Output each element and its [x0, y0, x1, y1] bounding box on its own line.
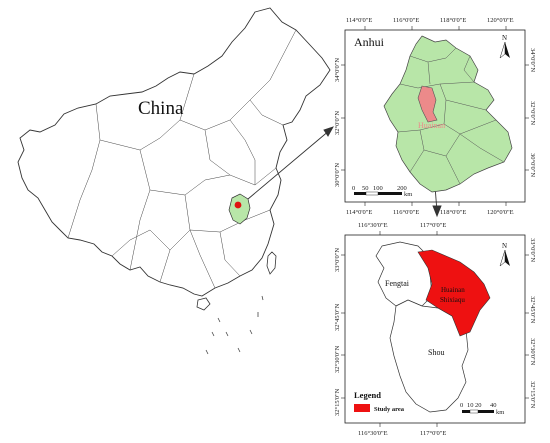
study-left-tick-2: 32°30'0"N: [334, 345, 341, 373]
huainan-label-line2: Shixiaqu: [440, 296, 465, 304]
study-top-tick-0: 116°30'0"E: [358, 222, 388, 229]
study-tick-marks: [341, 231, 529, 427]
anhui-bottom-tick-2: 118°0'0"E: [440, 209, 466, 216]
study-left-tick-3: 32°15'0"N: [334, 388, 341, 416]
anhui-province: [383, 35, 513, 193]
anhui-frame: [344, 29, 526, 203]
study-frame: [344, 234, 526, 424]
study-left-tick-0: 33°0'0"N: [334, 248, 341, 272]
anhui-top-tick-3: 120°0'0"E: [487, 17, 514, 24]
anhui-city-label: Huainan: [418, 121, 445, 130]
study-north-arrow: N: [499, 242, 510, 267]
svg-text:200: 200: [397, 185, 407, 192]
svg-text:0: 0: [460, 402, 463, 409]
south-china-sea-dashes: [205, 295, 264, 355]
study-scale-bar: 0 10 20 40 km: [460, 402, 504, 416]
anhui-bottom-tick-0: 114°0'0"E: [346, 209, 372, 216]
anhui-bottom-tick-3: 120°0'0"E: [487, 209, 514, 216]
study-right-tick-0: 33°0'0"N: [529, 238, 536, 262]
huainan-label-line1: Huainan: [441, 286, 465, 294]
anhui-inset: 114°0'0"E 116°0'0"E 118°0'0"E 120°0'0"E …: [334, 17, 536, 216]
hainan-island: [196, 297, 211, 311]
anhui-top-tick-0: 114°0'0"E: [346, 17, 372, 24]
anhui-bottom-tick-1: 116°0'0"E: [393, 209, 419, 216]
study-bottom-tick-0: 116°30'0"E: [358, 430, 388, 437]
anhui-city-lines: [397, 47, 505, 185]
shou-label: Shou: [428, 348, 444, 357]
fengtai-label: Fengtai: [385, 279, 410, 288]
study-left-tick-1: 32°45'0"N: [334, 303, 341, 331]
anhui-left-tick-2: 30°0'0"N: [334, 163, 341, 187]
svg-text:10: 10: [467, 402, 474, 409]
study-top-tick-1: 117°0'0"E: [420, 222, 446, 229]
svg-text:N: N: [502, 242, 507, 250]
china-province-lines: [67, 29, 297, 289]
anhui-in-china: [228, 193, 251, 225]
anhui-title: Anhui: [354, 35, 385, 49]
taiwan-island: [266, 251, 277, 275]
legend-swatch: [354, 404, 370, 412]
anhui-north-arrow: N: [499, 34, 510, 59]
anhui-right-tick-2: 30°0'0"N: [529, 153, 536, 177]
anhui-left-tick-1: 32°0'0"N: [334, 111, 341, 135]
anhui-top-tick-2: 118°0'0"E: [440, 17, 466, 24]
huainan-city: [417, 85, 438, 123]
svg-text:20: 20: [475, 402, 482, 409]
china-outline: [17, 7, 331, 297]
china-title: China: [138, 98, 184, 119]
china-map: China: [17, 7, 331, 355]
svg-text:N: N: [502, 34, 507, 42]
study-legend: Legend Study area: [354, 390, 405, 413]
anhui-scale-bar: 0 50 100 200 km: [352, 185, 412, 198]
study-right-tick-1: 32°45'0"N: [529, 296, 536, 324]
svg-text:40: 40: [490, 402, 497, 409]
study-bottom-tick-1: 117°0'0"E: [420, 430, 446, 437]
legend-title: Legend: [354, 390, 381, 400]
anhui-left-tick-0: 34°0'0"N: [334, 58, 341, 82]
study-right-tick-2: 32°30'0"N: [529, 338, 536, 366]
svg-text:100: 100: [373, 185, 383, 192]
anhui-tick-marks: [341, 26, 529, 206]
study-right-tick-3: 32°15'0"N: [529, 381, 536, 409]
study-inset: 116°30'0"E 117°0'0"E 116°30'0"E 117°0'0"…: [334, 222, 536, 437]
svg-text:km: km: [496, 409, 504, 416]
anhui-top-tick-1: 116°0'0"E: [393, 17, 419, 24]
huainan-location-marker: [234, 201, 242, 209]
anhui-right-tick-1: 32°0'0"N: [529, 101, 536, 125]
svg-text:km: km: [404, 191, 412, 198]
svg-text:50: 50: [362, 185, 369, 192]
legend-item-label: Study area: [374, 406, 405, 413]
svg-text:0: 0: [352, 185, 355, 192]
anhui-right-tick-0: 34°0'0"N: [529, 48, 536, 72]
study-area-region: [417, 249, 491, 337]
